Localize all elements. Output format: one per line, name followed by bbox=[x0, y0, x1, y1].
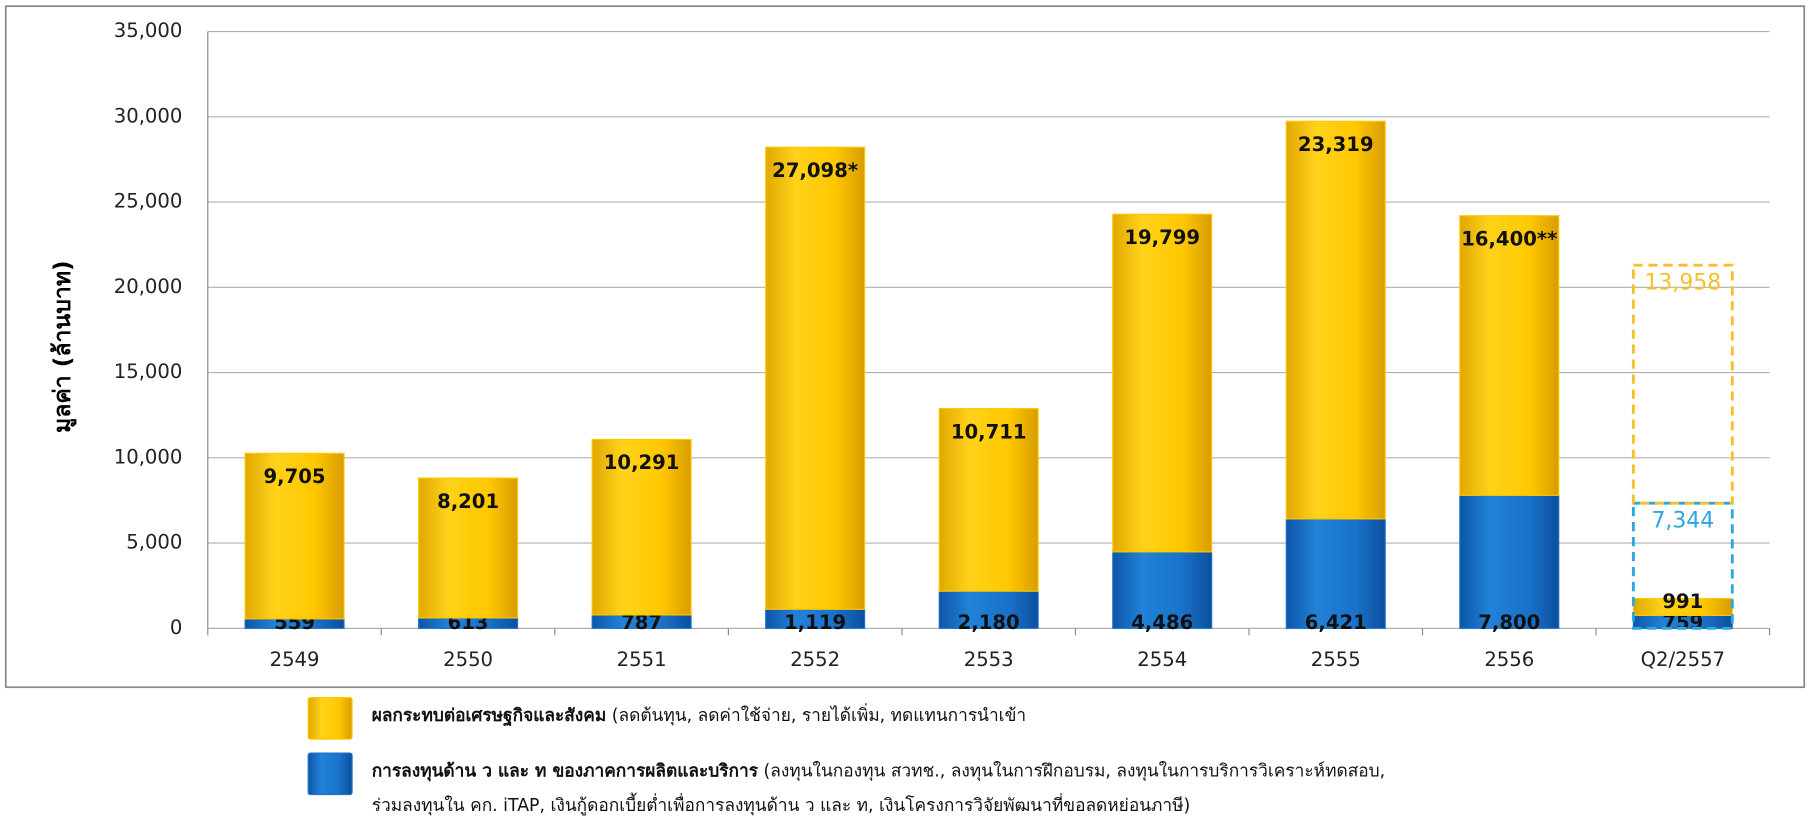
legend-swatch bbox=[307, 697, 353, 740]
x-tick-label: Q2/2557 bbox=[1641, 648, 1725, 671]
projection-label: 13,958 bbox=[1644, 271, 1721, 296]
y-tick-label: 0 bbox=[170, 616, 182, 639]
value-label: 787 bbox=[621, 611, 662, 634]
x-tick-label: 2554 bbox=[1137, 648, 1187, 671]
bar-segment bbox=[418, 477, 519, 619]
projection-box bbox=[1631, 263, 1734, 505]
bar-segment bbox=[1112, 213, 1213, 553]
y-axis-label: มูลค่า (ล้านบาท) bbox=[50, 260, 77, 433]
bar-segment bbox=[1285, 120, 1386, 520]
legend-description: (ลดต้นทุน, ลดค่าใช้จ่าย, รายได้เพิ่ม, ทด… bbox=[612, 703, 1026, 726]
x-tick-label: 2553 bbox=[964, 648, 1014, 671]
projection-box bbox=[1631, 501, 1734, 630]
value-label: 10,291 bbox=[604, 451, 680, 474]
value-label: 2,180 bbox=[958, 611, 1020, 634]
x-tick-label: 2550 bbox=[443, 648, 493, 671]
legend-label: ร่วมลงทุนใน คก. iTAP, เงินกู้ดอกเบี้ยต่ำ… bbox=[372, 792, 1191, 816]
bar-segment bbox=[765, 146, 866, 610]
legend-name: ผลกระทบต่อเศรษฐกิจและสังคม bbox=[372, 706, 607, 727]
legend-label: ผลกระทบต่อเศรษฐกิจและสังคม (ลดต้นทุน, ลด… bbox=[372, 703, 1026, 727]
y-tick-label: 5,000 bbox=[126, 531, 182, 554]
value-label: 4,486 bbox=[1131, 611, 1193, 634]
x-tick-label: 2556 bbox=[1484, 648, 1534, 671]
value-label: 23,319 bbox=[1298, 133, 1374, 156]
bar-segment bbox=[1285, 518, 1386, 629]
bar-segment bbox=[244, 452, 345, 620]
legend-description: (ลงทุนในกองทุน สวทช., ลงทุนในการฝึกอบรม,… bbox=[764, 760, 1386, 781]
bar-segment bbox=[938, 407, 1039, 592]
value-label: 991 bbox=[1662, 590, 1703, 613]
chart-border bbox=[4, 5, 1806, 689]
bar-segment bbox=[938, 590, 1039, 629]
value-label: 8,201 bbox=[437, 490, 499, 513]
y-tick-label: 20,000 bbox=[114, 275, 183, 298]
projection-label: 7,344 bbox=[1651, 509, 1714, 534]
x-tick-label: 2549 bbox=[270, 648, 320, 671]
x-tick-label: 2555 bbox=[1311, 648, 1361, 671]
value-label: 9,705 bbox=[264, 465, 326, 488]
value-label: 16,400** bbox=[1461, 227, 1557, 250]
value-label: 27,098* bbox=[772, 159, 858, 182]
value-label: 7,800 bbox=[1478, 611, 1540, 634]
y-tick-label: 10,000 bbox=[114, 445, 183, 468]
y-tick-label: 35,000 bbox=[114, 19, 183, 42]
x-tick-label: 2552 bbox=[790, 648, 840, 671]
legend-name: การลงทุนด้าน ว และ ท ของภาคการผลิตและบริ… bbox=[372, 760, 759, 781]
value-label: 6,421 bbox=[1305, 611, 1367, 634]
bar-segment bbox=[1459, 494, 1560, 629]
x-tick-label: 2551 bbox=[617, 648, 667, 671]
value-label: 10,711 bbox=[951, 420, 1027, 443]
bar-segment bbox=[591, 438, 692, 616]
legend-label: การลงทุนด้าน ว และ ท ของภาคการผลิตและบริ… bbox=[372, 760, 1385, 781]
value-label: 19,799 bbox=[1124, 226, 1200, 249]
legend-description: ร่วมลงทุนใน คก. iTAP, เงินกู้ดอกเบี้ยต่ำ… bbox=[372, 792, 1191, 816]
bar-segment bbox=[1459, 215, 1560, 496]
bar-segment bbox=[1112, 551, 1213, 629]
legend-swatch bbox=[307, 752, 353, 796]
y-tick-label: 30,000 bbox=[114, 104, 183, 127]
y-tick-label: 15,000 bbox=[114, 360, 183, 383]
value-label: 1,119 bbox=[784, 611, 846, 634]
y-tick-label: 25,000 bbox=[114, 190, 183, 213]
